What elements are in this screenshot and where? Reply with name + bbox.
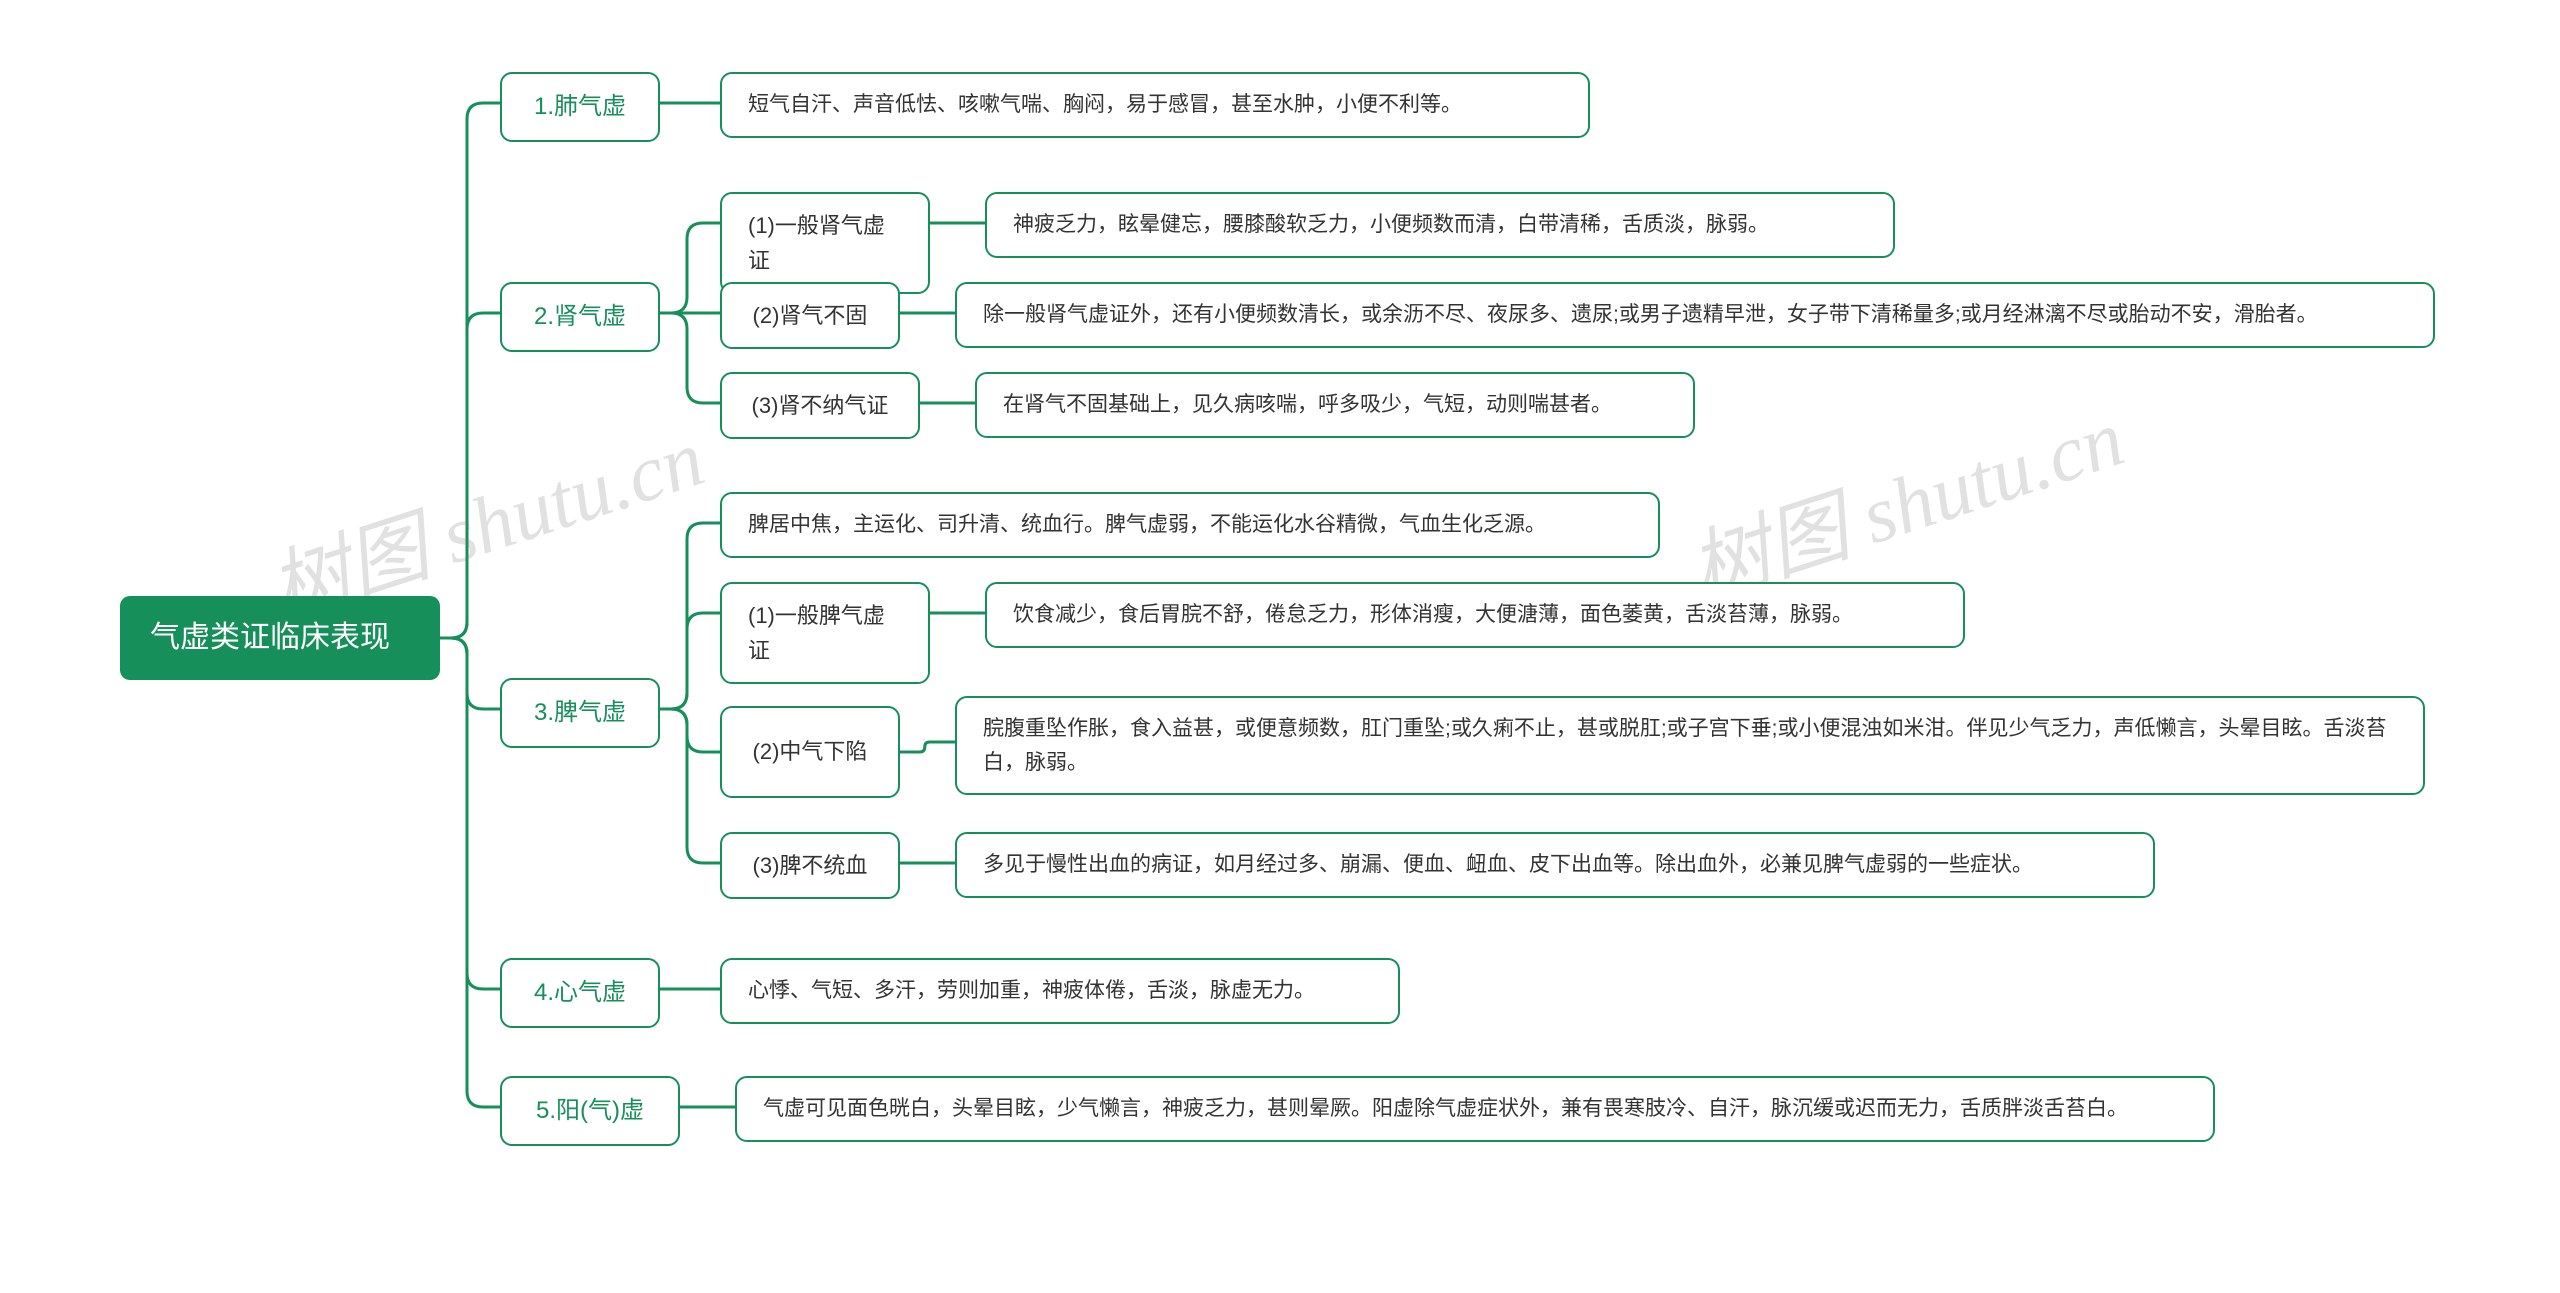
branch-3-sub-1-leaf-1[interactable]: 饮食减少，食后胃脘不舒，倦怠乏力，形体消瘦，大便溏薄，面色萎黄，舌淡苔薄，脉弱。 [985, 582, 1965, 648]
branch-4-label: 4.心气虚 [534, 974, 626, 1012]
root-node[interactable]: 气虚类证临床表现 [120, 596, 440, 680]
branch-4-leaf-1-label: 心悸、气短、多汗，劳则加重，神疲体倦，舌淡，脉虚无力。 [748, 974, 1315, 1008]
branch-2-label: 2.肾气虚 [534, 298, 626, 336]
branch-3-sub-2-leaf-1[interactable]: 脘腹重坠作胀，食入益甚，或便意频数，肛门重坠;或久痢不止，甚或脱肛;或子宫下垂;… [955, 696, 2425, 795]
branch-1[interactable]: 1.肺气虚 [500, 72, 660, 142]
branch-3-direct-leaf-1-label: 脾居中焦，主运化、司升清、统血行。脾气虚弱，不能运化水谷精微，气血生化乏源。 [748, 508, 1546, 542]
branch-3-sub-2[interactable]: (2)中气下陷 [720, 706, 900, 798]
branch-5[interactable]: 5.阳(气)虚 [500, 1076, 680, 1146]
branch-4[interactable]: 4.心气虚 [500, 958, 660, 1028]
branch-3-sub-3[interactable]: (3)脾不统血 [720, 832, 900, 899]
branch-2-sub-3-leaf-1[interactable]: 在肾气不固基础上，见久病咳喘，呼多吸少，气短，动则喘甚者。 [975, 372, 1695, 438]
branch-3-sub-2-label: (2)中气下陷 [753, 734, 868, 769]
branch-2-sub-1[interactable]: (1)一般肾气虚证 [720, 192, 930, 294]
mindmap-canvas: 树图 shutu.cn 树图 shutu.cn 气虚类证临床表现 1.肺气虚短气… [0, 0, 2560, 1293]
branch-5-label: 5.阳(气)虚 [536, 1092, 644, 1130]
branch-3-sub-1[interactable]: (1)一般脾气虚证 [720, 582, 930, 684]
branch-2-sub-3[interactable]: (3)肾不纳气证 [720, 372, 920, 439]
branch-5-leaf-1[interactable]: 气虚可见面色晄白，头晕目眩，少气懒言，神疲乏力，甚则晕厥。阳虚除气虚症状外，兼有… [735, 1076, 2215, 1142]
branch-2-sub-2-leaf-1[interactable]: 除一般肾气虚证外，还有小便频数清长，或余沥不尽、夜尿多、遗尿;或男子遗精早泄，女… [955, 282, 2435, 348]
branch-1-label: 1.肺气虚 [534, 88, 626, 126]
branch-2-sub-1-leaf-1[interactable]: 神疲乏力，眩晕健忘，腰膝酸软乏力，小便频数而清，白带清稀，舌质淡，脉弱。 [985, 192, 1895, 258]
branch-2-sub-2-leaf-1-label: 除一般肾气虚证外，还有小便频数清长，或余沥不尽、夜尿多、遗尿;或男子遗精早泄，女… [983, 298, 2318, 332]
branch-3[interactable]: 3.脾气虚 [500, 678, 660, 748]
branch-1-leaf-1[interactable]: 短气自汗、声音低怯、咳嗽气喘、胸闷，易于感冒，甚至水肿，小便不利等。 [720, 72, 1590, 138]
branch-3-sub-3-label: (3)脾不统血 [753, 848, 868, 883]
branch-4-leaf-1[interactable]: 心悸、气短、多汗，劳则加重，神疲体倦，舌淡，脉虚无力。 [720, 958, 1400, 1024]
branch-3-sub-1-leaf-1-label: 饮食减少，食后胃脘不舒，倦怠乏力，形体消瘦，大便溏薄，面色萎黄，舌淡苔薄，脉弱。 [1013, 598, 1853, 632]
branch-2-sub-1-leaf-1-label: 神疲乏力，眩晕健忘，腰膝酸软乏力，小便频数而清，白带清稀，舌质淡，脉弱。 [1013, 208, 1769, 242]
branch-2-sub-2-label: (2)肾气不固 [753, 298, 868, 333]
branch-3-sub-3-leaf-1-label: 多见于慢性出血的病证，如月经过多、崩漏、便血、衄血、皮下出血等。除出血外，必兼见… [983, 848, 2033, 882]
branch-2-sub-3-label: (3)肾不纳气证 [752, 388, 889, 423]
branch-3-sub-1-label: (1)一般脾气虚证 [748, 598, 902, 668]
branch-3-sub-3-leaf-1[interactable]: 多见于慢性出血的病证，如月经过多、崩漏、便血、衄血、皮下出血等。除出血外，必兼见… [955, 832, 2155, 898]
branch-3-label: 3.脾气虚 [534, 694, 626, 732]
root-label: 气虚类证临床表现 [150, 614, 390, 662]
branch-2-sub-2[interactable]: (2)肾气不固 [720, 282, 900, 349]
branch-2[interactable]: 2.肾气虚 [500, 282, 660, 352]
branch-2-sub-3-leaf-1-label: 在肾气不固基础上，见久病咳喘，呼多吸少，气短，动则喘甚者。 [1003, 388, 1612, 422]
branch-5-leaf-1-label: 气虚可见面色晄白，头晕目眩，少气懒言，神疲乏力，甚则晕厥。阳虚除气虚症状外，兼有… [763, 1092, 2128, 1126]
branch-1-leaf-1-label: 短气自汗、声音低怯、咳嗽气喘、胸闷，易于感冒，甚至水肿，小便不利等。 [748, 88, 1462, 122]
branch-3-direct-leaf-1[interactable]: 脾居中焦，主运化、司升清、统血行。脾气虚弱，不能运化水谷精微，气血生化乏源。 [720, 492, 1660, 558]
branch-2-sub-1-label: (1)一般肾气虚证 [748, 208, 902, 278]
branch-3-sub-2-leaf-1-label: 脘腹重坠作胀，食入益甚，或便意频数，肛门重坠;或久痢不止，甚或脱肛;或子宫下垂;… [983, 712, 2397, 779]
